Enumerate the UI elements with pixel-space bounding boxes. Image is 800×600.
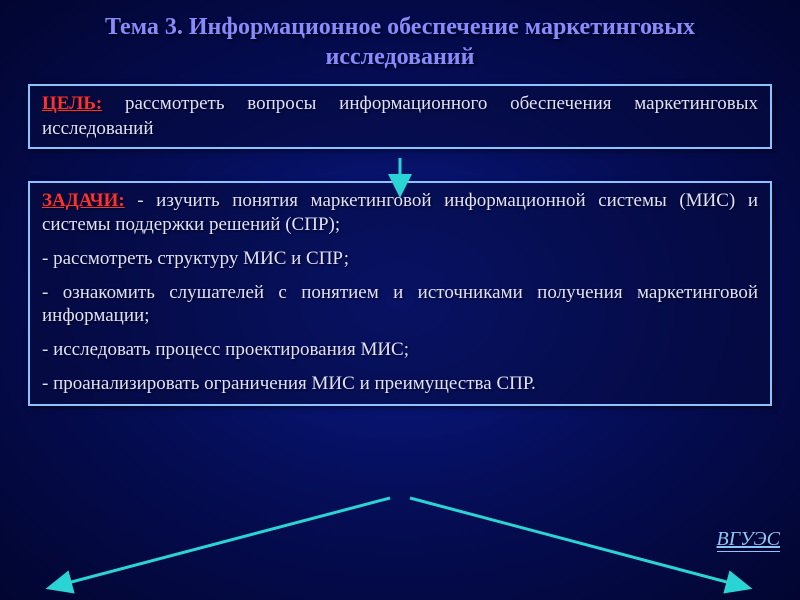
slide-title: Тема 3. Информационное обеспечение марке… (0, 0, 800, 80)
task-item: - ознакомить слушателей с понятием и ист… (42, 281, 758, 329)
arrow-left-icon (40, 490, 400, 600)
tasks-intro-line: ЗАДАЧИ: - изучить понятия маркетинговой … (42, 189, 758, 237)
tasks-box: ЗАДАЧИ: - изучить понятия маркетинговой … (28, 181, 772, 405)
task-item: - рассмотреть структуру МИС и СПР; (42, 247, 758, 271)
goal-label: ЦЕЛЬ: (42, 93, 102, 114)
task-item: - проанализировать ограничения МИС и пре… (42, 372, 758, 396)
task-item: - исследовать процесс проектирования МИС… (42, 338, 758, 362)
tasks-label: ЗАДАЧИ: (42, 190, 125, 211)
goal-line: ЦЕЛЬ: рассмотреть вопросы информационног… (42, 92, 758, 141)
arrow-right-icon (400, 490, 760, 600)
tasks-intro: - изучить понятия маркетинговой информац… (42, 190, 758, 235)
goal-text: рассмотреть вопросы информационного обес… (42, 93, 758, 139)
logo-text: ВГУЭС (717, 528, 781, 552)
goal-box: ЦЕЛЬ: рассмотреть вопросы информационног… (28, 84, 772, 149)
